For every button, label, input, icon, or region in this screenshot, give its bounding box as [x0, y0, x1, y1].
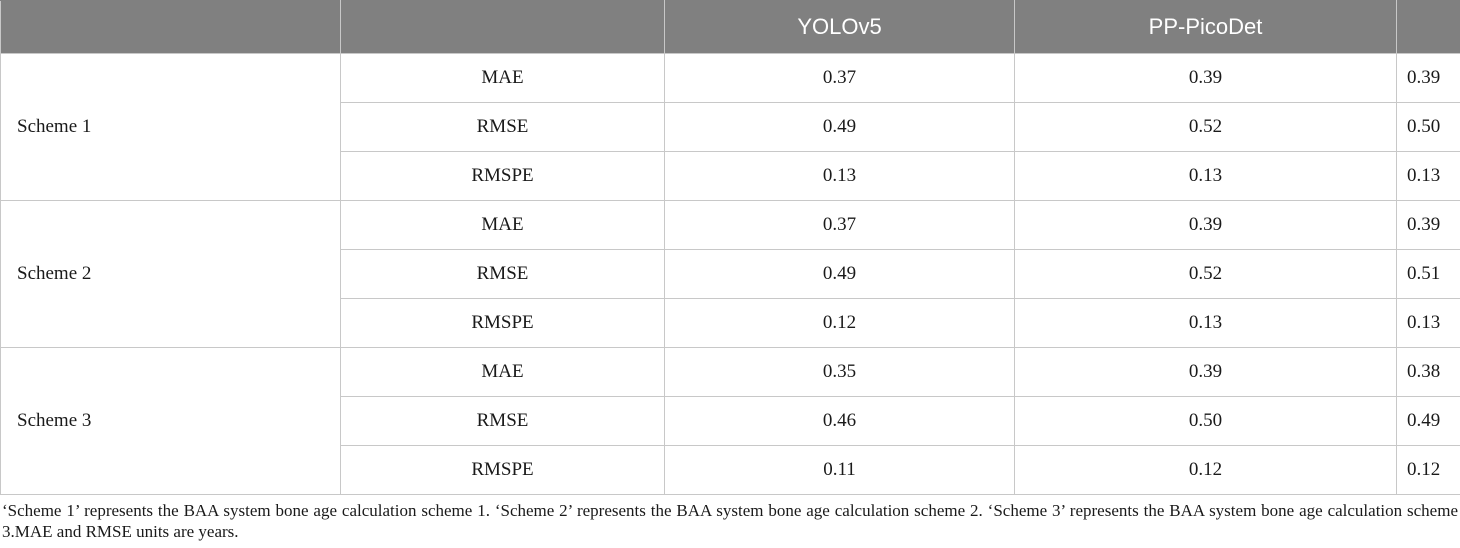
value-cell-extra: 0.38 [1396, 347, 1460, 397]
table-row: Scheme 3 MAE 0.35 0.39 0.38 [0, 347, 1460, 495]
metric-label: RMSE [340, 249, 665, 299]
header-cell-scheme [0, 0, 341, 54]
table-row: RMSE 0.49 0.52 0.50 [1, 102, 1460, 152]
table-row: RMSE 0.46 0.50 0.49 [1, 396, 1460, 446]
value-cell-extra: 0.39 [1396, 200, 1460, 250]
table-row: RMSPE 0.13 0.13 0.13 [1, 151, 1460, 201]
scheme-label: Scheme 2 [0, 200, 341, 348]
value-cell-pp-picodet: 0.12 [1014, 445, 1397, 495]
table-row: Scheme 2 MAE 0.37 0.39 0.39 [0, 200, 1460, 348]
metric-label: MAE [340, 53, 665, 103]
header-cell-yolov5: YOLOv5 [664, 0, 1015, 54]
metric-label: MAE [340, 347, 665, 397]
header-cell-metric [340, 0, 665, 54]
value-cell-extra: 0.13 [1396, 151, 1460, 201]
value-cell-yolov5: 0.49 [664, 249, 1015, 299]
table-body: Scheme 1 MAE 0.37 0.39 0.39 RMSE 0.49 0.… [0, 53, 1460, 495]
value-cell-yolov5: 0.12 [664, 298, 1015, 348]
value-cell-extra: 0.49 [1396, 396, 1460, 446]
scheme-label: Scheme 3 [0, 347, 341, 495]
value-cell-pp-picodet: 0.52 [1014, 102, 1397, 152]
table-row: Scheme 1 MAE 0.37 0.39 0.39 [0, 53, 1460, 201]
value-cell-yolov5: 0.11 [664, 445, 1015, 495]
value-cell-yolov5: 0.37 [664, 53, 1015, 103]
value-cell-yolov5: 0.37 [664, 200, 1015, 250]
value-cell-pp-picodet: 0.39 [1014, 347, 1397, 397]
header-cell-extra [1396, 0, 1460, 54]
value-cell-pp-picodet: 0.13 [1014, 298, 1397, 348]
value-cell-pp-picodet: 0.50 [1014, 396, 1397, 446]
results-table: YOLOv5 PP-PicoDet Scheme 1 MAE 0.37 0.39… [0, 0, 1460, 495]
header-cell-pp-picodet: PP-PicoDet [1014, 0, 1397, 54]
value-cell-extra: 0.50 [1396, 102, 1460, 152]
value-cell-yolov5: 0.49 [664, 102, 1015, 152]
metric-label: RMSE [340, 396, 665, 446]
value-cell-pp-picodet: 0.39 [1014, 53, 1397, 103]
scheme-label: Scheme 1 [0, 53, 341, 201]
value-cell-pp-picodet: 0.39 [1014, 200, 1397, 250]
metric-label: RMSPE [340, 445, 665, 495]
header-row: YOLOv5 PP-PicoDet [0, 0, 1460, 54]
table-row: RMSE 0.49 0.52 0.51 [1, 249, 1460, 299]
value-cell-extra: 0.12 [1396, 445, 1460, 495]
table-footnote: ‘Scheme 1’ represents the BAA system bon… [2, 501, 1458, 541]
table-row: RMSPE 0.11 0.12 0.12 [1, 445, 1460, 495]
metric-label: RMSPE [340, 298, 665, 348]
table-row: RMSPE 0.12 0.13 0.13 [1, 298, 1460, 348]
value-cell-pp-picodet: 0.13 [1014, 151, 1397, 201]
value-cell-extra: 0.39 [1396, 53, 1460, 103]
value-cell-yolov5: 0.13 [664, 151, 1015, 201]
metric-label: RMSPE [340, 151, 665, 201]
table-header: YOLOv5 PP-PicoDet [0, 0, 1460, 54]
value-cell-extra: 0.13 [1396, 298, 1460, 348]
value-cell-yolov5: 0.35 [664, 347, 1015, 397]
value-cell-extra: 0.51 [1396, 249, 1460, 299]
metric-label: MAE [340, 200, 665, 250]
metric-label: RMSE [340, 102, 665, 152]
value-cell-pp-picodet: 0.52 [1014, 249, 1397, 299]
value-cell-yolov5: 0.46 [664, 396, 1015, 446]
